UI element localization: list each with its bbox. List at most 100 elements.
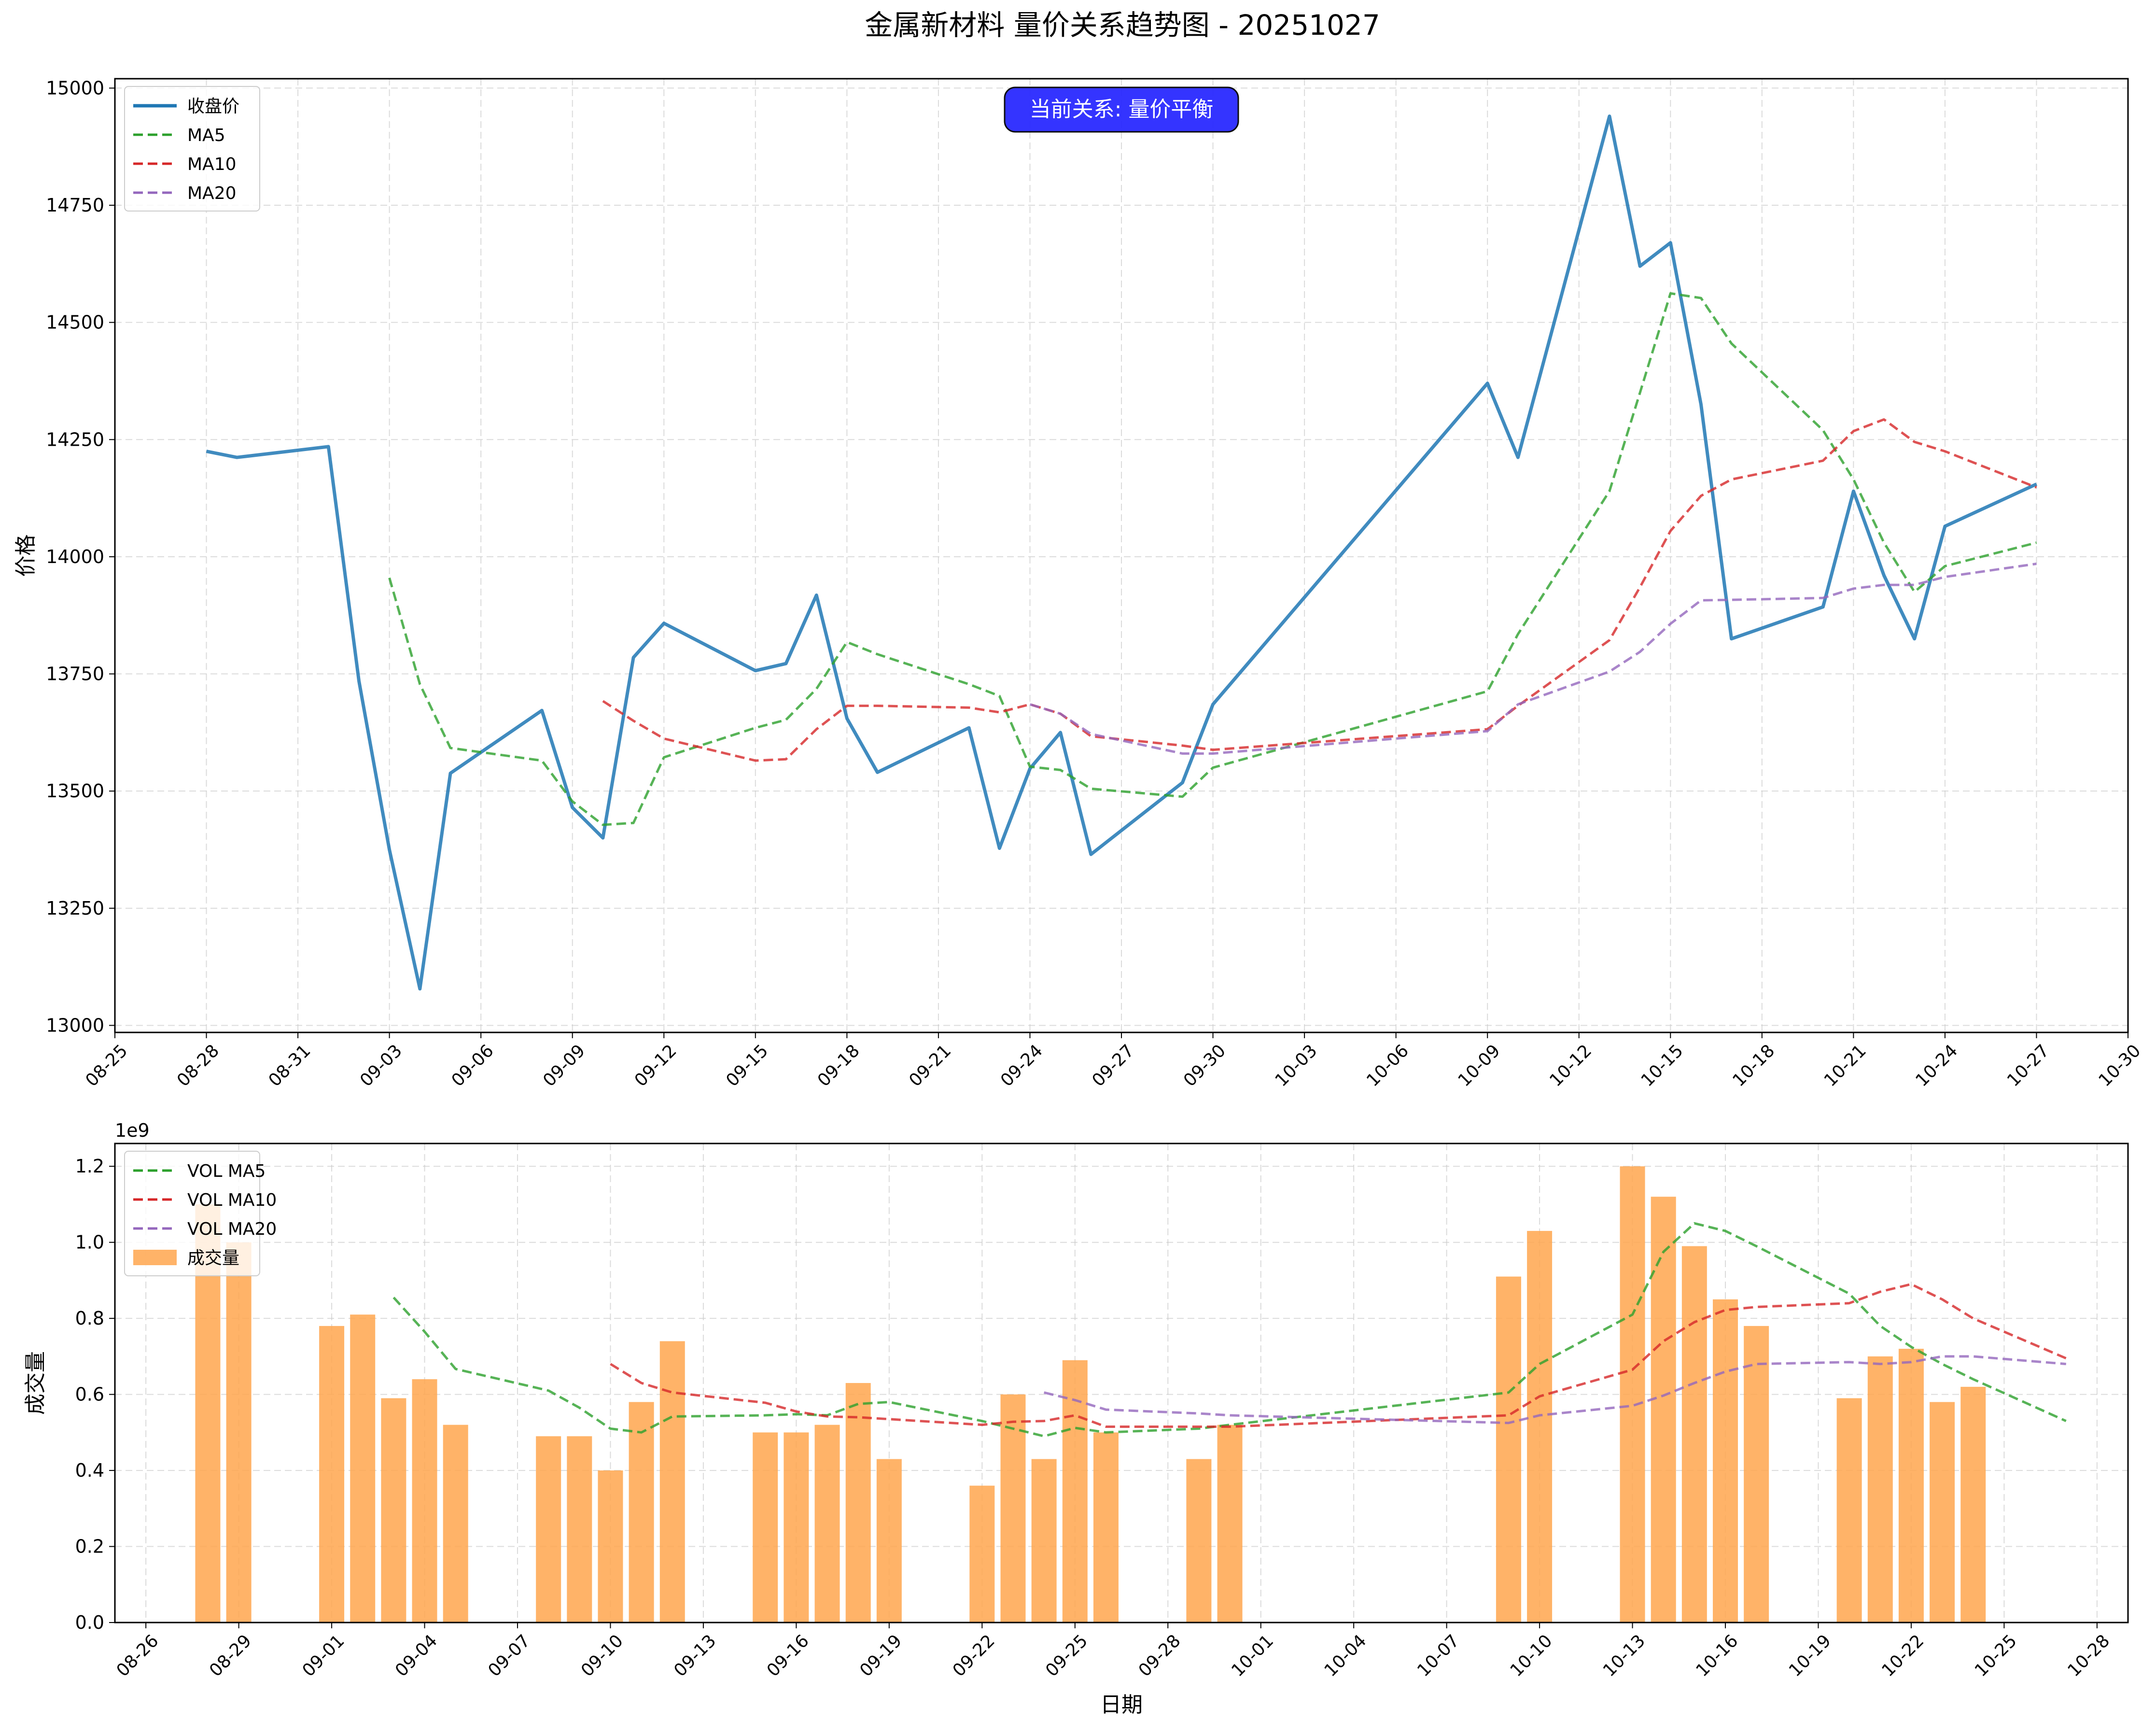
x-tick-label: 09-07 [485,1631,534,1680]
volume-bar [1651,1197,1676,1623]
y-tick-label: 0.2 [75,1536,104,1557]
legend-label: MA10 [187,155,237,174]
x-tick-label: 09-25 [1042,1631,1092,1680]
volume-bar [1836,1398,1862,1623]
series-line-vol-ma5 [392,1222,2067,1438]
volume-bar [969,1485,995,1623]
volume-bar [536,1436,561,1623]
y-tick-label: 13500 [46,780,104,802]
volume-bar [1093,1432,1119,1623]
x-tick-label: 08-28 [173,1041,223,1090]
legend-label: MA20 [187,183,237,203]
legend-label: VOL MA10 [187,1190,277,1210]
x-tick-label: 10-04 [1321,1631,1371,1680]
y-tick-label: 14500 [46,312,104,333]
x-tick-label: 09-19 [856,1631,906,1680]
x-tick-label: 09-03 [356,1041,406,1090]
y-tick-label: 14250 [46,429,104,450]
x-tick-label: 10-19 [1785,1631,1835,1680]
x-tick-label: 09-15 [722,1041,772,1090]
legend-label: 成交量 [187,1248,239,1268]
volume-bar [226,1242,252,1623]
volume-bar [1527,1231,1553,1623]
x-tick-label: 08-31 [265,1041,315,1090]
x-tick-label: 09-01 [299,1631,349,1680]
x-tick-label: 10-18 [1729,1041,1778,1090]
volume-bar [814,1425,840,1623]
x-tick-label: 09-13 [670,1631,720,1680]
y-tick-label: 0.6 [75,1384,104,1405]
volume-bar [659,1341,685,1623]
y-axis-label: 价格 [14,535,38,577]
legend-label: VOL MA5 [187,1161,266,1181]
x-tick-label: 10-27 [2003,1041,2053,1090]
legend-label: MA5 [187,126,225,145]
volume-panel: 08-26 08-29 09-01 09-04 09-07 09-10 09-13 09-16… [23,1120,2129,1717]
volume-bar [350,1314,376,1623]
x-tick-label: 09-30 [1180,1041,1230,1090]
x-tick-label: 09-28 [1135,1631,1185,1680]
x-tick-label: 10-28 [2064,1631,2114,1680]
volume-bar [412,1379,437,1623]
y-tick-label: 14000 [46,546,104,567]
volume-bar [753,1432,778,1623]
volume-bar [1062,1360,1088,1623]
volume-bar [1496,1276,1521,1623]
x-tick-label: 10-22 [1878,1631,1928,1680]
y-tick-label: 13250 [46,898,104,919]
x-tick-label: 10-30 [2095,1041,2145,1090]
x-tick-label: 09-24 [997,1041,1047,1090]
x-tick-label: 10-01 [1228,1631,1277,1680]
volume-bar [443,1425,468,1623]
volume-bar [567,1436,592,1623]
x-tick-label: 09-10 [577,1631,627,1680]
x-tick-label: 08-29 [206,1631,255,1680]
x-tick-label: 09-06 [448,1041,498,1090]
y-tick-label: 1.2 [75,1156,104,1177]
volume-bar [1031,1459,1057,1623]
volume-bar [1713,1299,1738,1623]
x-tick-label: 10-16 [1693,1631,1742,1680]
legend-box [124,86,260,212]
y-tick-label: 13000 [46,1015,104,1036]
x-tick-label: 08-25 [82,1041,132,1090]
plot-frame [114,78,2129,1033]
volume-bar [1620,1166,1645,1623]
volume-bar [1744,1326,1769,1623]
x-tick-label: 09-09 [539,1041,589,1090]
x-tick-label: 10-21 [1820,1041,1870,1090]
volume-bar [845,1383,871,1623]
volume-bar [629,1402,654,1623]
y-tick-label: 15000 [46,77,104,99]
x-tick-label: 10-12 [1546,1041,1596,1090]
volume-bar [1960,1386,1986,1623]
y-tick-label: 0.8 [75,1308,104,1329]
legend-label: 收盘价 [187,97,239,116]
volume-bar [1000,1394,1026,1623]
x-tick-label: 10-15 [1638,1041,1687,1090]
y-tick-label: 0.4 [75,1460,104,1481]
series-line-ma5 [388,292,2037,826]
x-tick-label: 10-06 [1363,1041,1413,1090]
x-tick-label: 09-16 [763,1631,813,1680]
y-axis-label: 成交量 [23,1351,48,1415]
volume-bar [1186,1459,1212,1623]
plot-frame [114,1143,2129,1623]
price-panel: 08-25 08-28 08-31 09-03 09-06 09-09 09-12 09-15… [14,77,2144,1090]
y-tick-label: 1.0 [75,1232,104,1253]
x-tick-label: 10-10 [1507,1631,1556,1680]
y-tick-label: 13750 [46,663,104,685]
volume-bar [381,1398,406,1623]
y-tick-label: 0.0 [75,1612,104,1633]
series-line-ma20 [1029,563,2037,755]
x-tick-label: 09-22 [949,1631,999,1680]
x-tick-label: 09-12 [631,1041,681,1090]
volume-bar [784,1432,809,1623]
x-tick-label: 10-24 [1912,1041,1961,1090]
volume-bar [1681,1246,1707,1623]
volume-bar [876,1459,902,1623]
volume-bar [319,1326,345,1623]
volume-bar [598,1470,623,1623]
x-tick-label: 10-07 [1414,1631,1463,1680]
